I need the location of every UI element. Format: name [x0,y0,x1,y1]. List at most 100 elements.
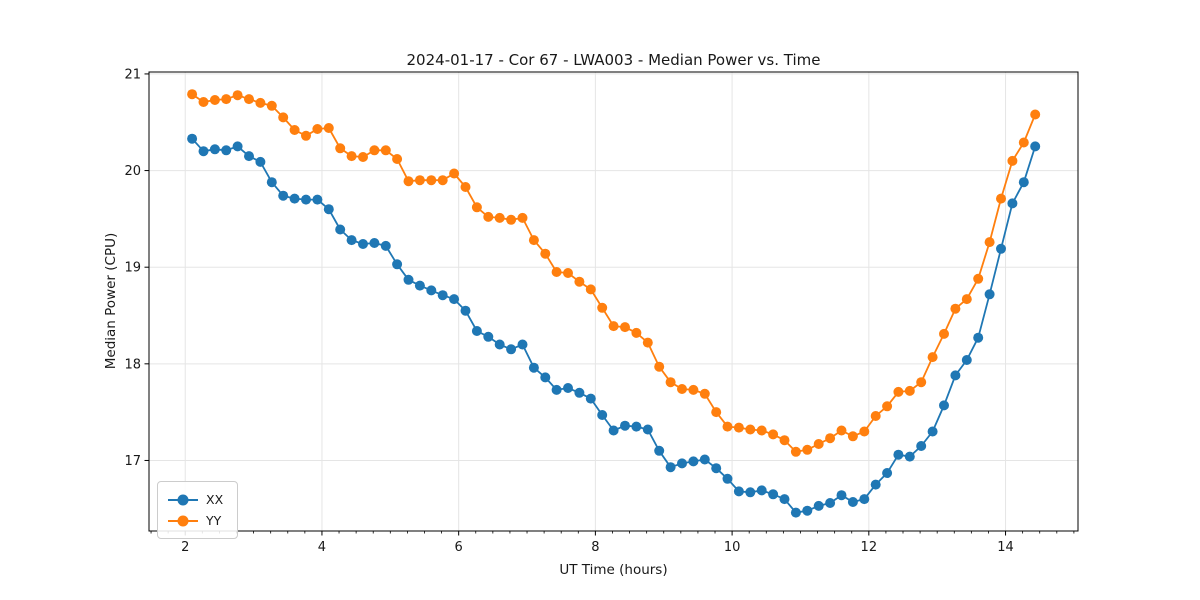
data-point-yy [608,321,619,332]
data-point-xx [460,305,471,316]
data-point-xx [369,238,380,248]
data-point-xx [335,224,346,235]
data-point-xx [893,449,904,460]
data-point-xx [1030,141,1041,152]
data-point-yy [677,384,687,394]
data-point-yy [471,202,482,213]
data-point-xx [620,420,630,431]
data-point-yy [722,421,733,432]
data-point-yy [756,425,767,436]
data-point-xx [506,344,517,355]
data-point-xx [802,505,813,516]
data-point-yy [882,401,893,412]
data-point-xx [198,146,209,157]
data-point-yy [1030,109,1041,120]
data-point-yy [323,123,334,133]
data-point-xx [483,331,494,342]
data-point-yy [1018,137,1029,148]
data-point-yy [346,151,357,162]
data-point-yy [996,193,1006,204]
data-point-yy [916,377,927,388]
data-point-xx [768,489,779,500]
data-point-xx [312,194,323,205]
data-point-xx [677,458,687,469]
y-tick-label: 21 [124,67,141,82]
data-point-yy [528,235,539,246]
data-point-xx [244,151,254,162]
data-point-yy [847,431,858,442]
data-point-xx [380,240,391,251]
data-point-xx [449,294,460,305]
data-point-xx [1007,198,1018,209]
y-tick-label: 17 [124,454,141,469]
data-point-xx [517,339,528,350]
data-point-xx [813,500,824,511]
data-point-xx [688,456,699,467]
y-tick-label: 18 [124,357,141,372]
data-point-xx [323,204,334,215]
data-point-xx [187,133,198,144]
data-point-yy [984,237,995,248]
data-point-xx [654,445,665,456]
x-axis-label: UT Time (hours) [559,562,668,578]
x-tick-label: 2 [181,540,189,555]
legend: XX YY [157,481,239,539]
data-point-xx [961,355,972,365]
data-point-yy [733,422,744,433]
data-point-xx [301,194,311,205]
legend-marker-xx [168,494,198,505]
data-point-xx [733,486,744,497]
data-point-xx [642,424,653,435]
data-point-xx [551,384,562,395]
data-point-yy [403,176,414,187]
data-point-xx [266,177,277,188]
data-point-xx [1018,177,1029,188]
data-point-xx [255,156,266,167]
data-point-xx [904,451,915,462]
data-point-xx [825,498,836,508]
data-point-yy [369,145,380,156]
y-tick-label: 19 [124,261,141,276]
axes-spines [148,71,1079,532]
data-point-yy [209,95,220,105]
data-point-xx [631,421,642,432]
data-point-xx [494,339,505,350]
y-tick-label: 20 [124,164,141,179]
data-point-xx [870,479,881,490]
x-tick-label: 8 [591,540,599,555]
data-point-xx [471,326,482,336]
data-point-yy [813,439,824,449]
x-tick-label: 14 [997,540,1014,555]
data-point-xx [414,280,425,291]
data-point-xx [209,144,220,155]
data-point-xx [836,490,847,501]
data-point-yy [973,273,984,284]
data-point-xx [563,383,573,393]
data-point-xx [745,487,756,498]
data-point-yy [563,268,573,278]
data-point-yy [699,388,710,399]
data-point-yy [904,385,915,396]
data-point-yy [779,435,790,446]
data-point-xx [927,426,938,437]
legend-label-yy: YY [206,513,222,528]
data-point-xx [437,290,448,301]
data-point-yy [1007,155,1018,166]
legend-dot-yy [177,515,189,526]
data-point-yy [449,168,460,179]
data-point-xx [779,494,790,505]
data-point-xx [711,463,722,474]
legend-item-xx: XX [168,489,223,510]
data-point-yy [688,384,699,395]
data-point-yy [825,433,836,444]
data-point-yy [711,407,722,418]
data-point-yy [437,175,448,186]
data-point-xx [574,387,585,398]
data-point-xx [426,285,437,296]
data-point-yy [836,425,847,436]
x-tick-label: 6 [455,540,463,555]
data-point-xx [916,441,927,451]
data-point-xx [608,425,619,436]
legend-marker-yy [168,515,198,526]
